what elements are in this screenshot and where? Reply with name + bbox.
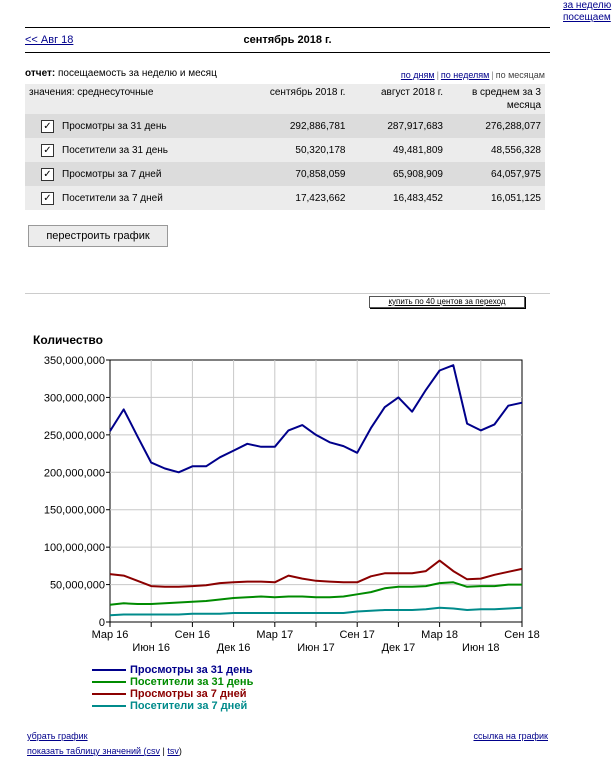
- y-tick-label: 300,000,000: [44, 392, 105, 404]
- row-checkbox[interactable]: ✓: [41, 191, 54, 205]
- col-header-avg: в среднем за 3 месяца: [471, 87, 541, 111]
- series-line-1: [109, 364, 523, 474]
- view-switcher: по дням | по неделям | по месяцам: [400, 70, 545, 80]
- legend-swatch: [92, 669, 126, 672]
- series-line-4: [109, 606, 523, 617]
- attendance-link[interactable]: посещаем: [563, 12, 611, 23]
- x-tick-label: Июн 16: [132, 642, 170, 654]
- current-month: сентябрь 2018 г.: [243, 34, 332, 46]
- legend-item: Посетители за 7 дней: [92, 700, 253, 712]
- cell-aug: 16,483,452: [392, 192, 443, 204]
- report-label: отчет:: [25, 68, 56, 79]
- row-name: Посетители за 31 день: [62, 144, 168, 156]
- row-checkbox[interactable]: ✓: [41, 143, 54, 157]
- cell-aug: 287,917,683: [387, 120, 443, 132]
- format-separator: |: [160, 746, 168, 756]
- report-line: отчет: посещаемость за неделю и месяц: [25, 68, 217, 79]
- footer-right: ссылка на график: [473, 731, 548, 741]
- footer-left-2: показать таблицу значений (csv | tsv): [27, 746, 182, 756]
- header-bottom-rule: [25, 52, 550, 53]
- x-tick-label: Июн 17: [297, 642, 335, 654]
- week-link[interactable]: за неделю: [563, 0, 612, 11]
- view-by-days[interactable]: по дням: [400, 70, 435, 80]
- x-tick-label: Мар 17: [256, 629, 293, 641]
- table-row: ✓ Посетители за 7 дней 17,423,662 16,483,…: [25, 186, 545, 210]
- col-header-sep: сентябрь 2018 г.: [269, 87, 346, 98]
- legend-swatch: [92, 681, 126, 684]
- row-checkbox[interactable]: ✓: [41, 167, 54, 181]
- report-value: посещаемость за неделю и месяц: [58, 68, 217, 79]
- table-row: ✓ Посетители за 31 день 50,320,178 49,481…: [25, 138, 545, 162]
- x-tick-label: Мар 16: [92, 629, 129, 641]
- y-tick-label: 250,000,000: [44, 430, 105, 442]
- header-top-rule: [25, 27, 550, 28]
- legend-label: Просмотры за 31 день: [130, 664, 253, 676]
- legend-item: Посетители за 31 день: [92, 676, 253, 688]
- cell-avg: 16,051,125: [490, 192, 541, 204]
- remove-chart-link[interactable]: убрать график: [27, 731, 88, 741]
- row-name: Просмотры за 31 день: [62, 120, 167, 132]
- show-table-link[interactable]: показать таблицу значений (: [27, 746, 147, 756]
- cell-sep: 17,423,662: [295, 192, 346, 204]
- month-nav: сентябрь 2018 г. << Авг 18: [25, 34, 550, 50]
- chart-link[interactable]: ссылка на график: [473, 731, 548, 741]
- cell-avg: 276,288,077: [485, 120, 541, 132]
- x-tick-label: Дек 16: [217, 642, 251, 654]
- line-chart: 0 50,000,000 100,000,000 150,000,000 200,000…: [44, 355, 540, 654]
- footer-left: убрать график: [27, 731, 88, 741]
- legend-label: Посетители за 31 день: [130, 676, 254, 688]
- y-tick-label: 350,000,000: [44, 355, 105, 367]
- view-by-weeks[interactable]: по неделям: [440, 70, 490, 80]
- rebuild-chart-button[interactable]: перестроить график: [28, 225, 168, 247]
- x-tick-label: Мар 18: [421, 629, 458, 641]
- y-tick-label: 0: [99, 617, 105, 629]
- legend-swatch: [92, 693, 126, 696]
- x-tick-label: Сен 16: [175, 629, 210, 641]
- cell-sep: 292,886,781: [289, 120, 346, 132]
- cell-sep: 70,858,059: [295, 168, 346, 180]
- ad-link-button[interactable]: купить по 40 центов за переход: [369, 296, 525, 308]
- tsv-link[interactable]: tsv: [167, 746, 179, 756]
- y-tick-label: 50,000,000: [50, 580, 105, 592]
- cell-sep: 50,320,178: [295, 144, 346, 156]
- y-tick-label: 150,000,000: [44, 505, 105, 517]
- x-tick-label: Сен 18: [504, 629, 539, 641]
- series-line-3: [109, 559, 523, 588]
- table-row: ✓ Просмотры за 7 дней 70,858,059 65,908,9…: [25, 162, 545, 186]
- col-header-aug: август 2018 г.: [381, 87, 443, 98]
- x-tick-label: Сен 17: [339, 629, 374, 641]
- cell-aug: 49,481,809: [392, 144, 443, 156]
- y-axis-title: Количество: [33, 333, 103, 347]
- row-name: Просмотры за 7 дней: [62, 168, 162, 180]
- chart-legend: Просмотры за 31 день Посетители за 31 де…: [92, 664, 253, 712]
- x-tick-label: Дек 17: [382, 642, 416, 654]
- legend-label: Просмотры за 7 дней: [130, 688, 247, 700]
- csv-link[interactable]: csv: [146, 746, 161, 756]
- legend-swatch: [92, 705, 126, 708]
- row-checkbox[interactable]: ✓: [41, 119, 54, 133]
- cell-avg: 64,057,975: [490, 168, 541, 180]
- y-tick-label: 100,000,000: [44, 542, 105, 554]
- series-line-2: [109, 581, 522, 606]
- view-by-months: по месяцам: [495, 70, 545, 80]
- legend-item: Просмотры за 31 день: [92, 664, 253, 676]
- x-tick-label: Июн 18: [462, 642, 500, 654]
- prev-month-link[interactable]: << Авг 18: [25, 34, 74, 46]
- section-divider: [25, 293, 550, 294]
- legend-label: Посетители за 7 дней: [130, 700, 248, 712]
- y-tick-label: 200,000,000: [44, 467, 105, 479]
- cell-aug: 65,908,909: [392, 168, 443, 180]
- row-name: Посетители за 7 дней: [62, 192, 163, 204]
- format-close: ): [178, 746, 182, 756]
- top-right-links: за неделю посещаем: [563, 0, 611, 24]
- ad-link-text[interactable]: купить по 40 центов за переход: [388, 297, 506, 306]
- cell-avg: 48,556,328: [490, 144, 541, 156]
- legend-item: Просмотры за 7 дней: [92, 688, 253, 700]
- stats-table: значения: среднесуточные сентябрь 2018 г…: [25, 84, 545, 210]
- table-row: ✓ Просмотры за 31 день 292,886,781 287,91…: [25, 114, 545, 138]
- col-header-values: значения: среднесуточные: [29, 87, 154, 98]
